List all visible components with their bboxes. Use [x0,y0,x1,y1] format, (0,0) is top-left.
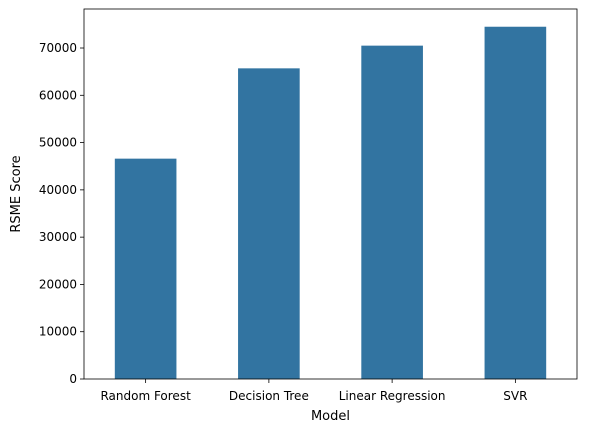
bar-random-forest [114,158,177,379]
x-tick-label: Random Forest [100,389,191,403]
y-tick-label: 10000 [39,325,77,339]
y-axis-label: RSME Score [9,155,24,232]
x-axis-ticks: Random Forest Decision Tree Linear Regress… [100,379,527,403]
y-tick-label: 40000 [39,183,77,197]
y-tick-label: 20000 [39,277,77,291]
x-tick-label: Linear Regression [339,389,446,403]
y-tick-label: 30000 [39,230,77,244]
y-tick-label: 60000 [39,88,77,102]
y-tick-label: 70000 [39,41,77,55]
x-tick-label: Decision Tree [229,389,309,403]
x-axis-label: Model [311,409,350,424]
bars-layer [114,26,547,380]
bar-svr [484,26,547,379]
plot-frame [83,8,578,380]
bar-decision-tree [238,68,300,379]
y-tick-label: 0 [69,372,77,386]
y-axis-ticks: 0 10000 20000 30000 40000 50000 60000 70000 [39,41,84,386]
x-tick-label: SVR [503,389,527,403]
bar-linear-regression [361,45,423,380]
y-tick-label: 50000 [39,136,77,150]
